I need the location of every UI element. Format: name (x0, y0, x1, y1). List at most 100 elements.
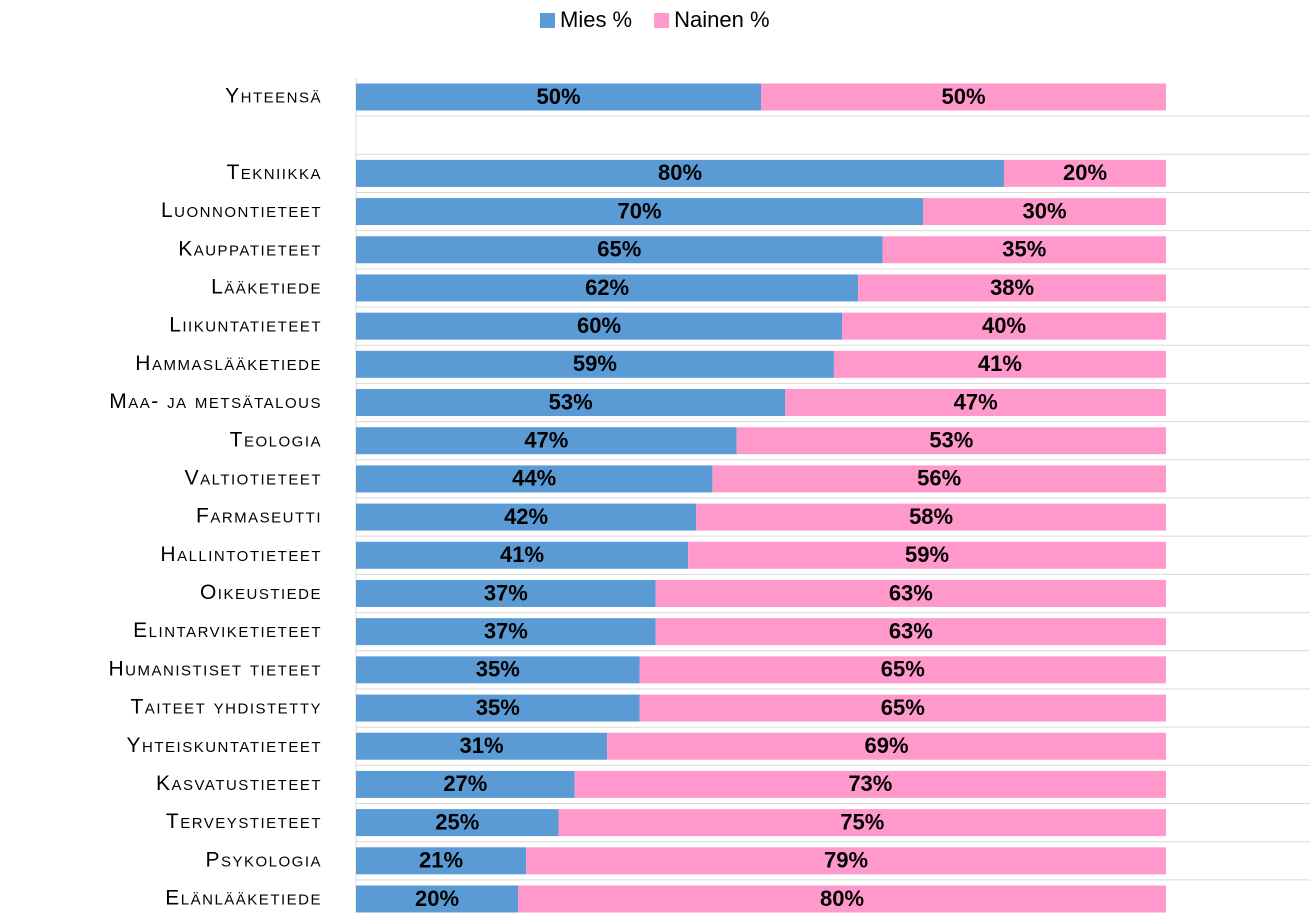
bar-segment (712, 465, 1166, 493)
category-label: Luonnontieteet (161, 199, 322, 222)
category-label: Terveystieteet (166, 810, 322, 833)
bar-segment (842, 312, 1166, 340)
bar-segment (356, 770, 575, 798)
data-label: 75% (840, 809, 884, 834)
data-label: 21% (419, 848, 463, 873)
data-label: 63% (889, 580, 933, 605)
bar-segment (736, 427, 1166, 455)
data-label: 79% (824, 848, 868, 873)
category-label: Hammaslääketiede (135, 352, 322, 375)
bar-segment (356, 83, 761, 111)
data-label: 73% (848, 771, 892, 796)
category-label: Liikuntatieteet (169, 314, 322, 337)
bar-segment (356, 389, 786, 417)
category-label: Yhteiskuntatieteet (127, 734, 322, 757)
bar-segment (639, 656, 1166, 684)
data-label: 50% (941, 84, 985, 109)
bar-segment (356, 236, 883, 264)
category-label: Psykologia (205, 848, 322, 871)
bar-segment (607, 732, 1166, 760)
bar-segment (696, 503, 1166, 531)
bar-segment (356, 159, 1004, 187)
category-label: Maa- ja metsätalous (109, 390, 322, 413)
bar-segment (356, 656, 640, 684)
data-label: 62% (585, 275, 629, 300)
data-label: 27% (443, 771, 487, 796)
data-label: 47% (954, 389, 998, 414)
category-label: Elintarviketieteet (133, 619, 322, 642)
data-label: 20% (415, 886, 459, 911)
legend-label: Nainen % (674, 7, 769, 32)
bar-segment (356, 885, 518, 913)
bar-segment (356, 350, 834, 378)
data-label: 69% (865, 733, 909, 758)
data-label: 35% (1002, 237, 1046, 262)
data-label: 44% (512, 466, 556, 491)
category-label: Kasvatustieteet (156, 772, 322, 795)
bar-segment (356, 198, 923, 226)
data-label: 58% (909, 504, 953, 529)
data-label: 59% (573, 351, 617, 376)
data-label: 60% (577, 313, 621, 338)
category-label: Taiteet yhdistetty (130, 696, 322, 719)
data-label: 37% (484, 580, 528, 605)
data-label: 47% (524, 428, 568, 453)
legend-swatch (654, 13, 670, 28)
bar-segment (356, 541, 689, 569)
data-label: 38% (990, 275, 1034, 300)
bar-segment (858, 274, 1166, 302)
bar-segment (518, 885, 1166, 913)
bar-segment (655, 579, 1166, 607)
bar-segment (1004, 159, 1166, 187)
data-label: 31% (460, 733, 504, 758)
data-label: 20% (1063, 160, 1107, 185)
bar-segment (356, 312, 842, 340)
data-label: 56% (917, 466, 961, 491)
bar-segment (833, 350, 1166, 378)
data-label: 35% (476, 657, 520, 682)
data-label: 41% (978, 351, 1022, 376)
data-label: 40% (982, 313, 1026, 338)
category-label: Humanistiset tieteet (108, 657, 322, 680)
category-label: Farmaseutti (196, 505, 322, 528)
data-label: 65% (597, 237, 641, 262)
bar-segment (639, 694, 1166, 722)
data-label: 30% (1022, 198, 1066, 223)
bar-segment (574, 770, 1166, 798)
bar-segment (356, 427, 737, 455)
data-label: 65% (881, 657, 925, 682)
data-label: 37% (484, 618, 528, 643)
category-label: Hallintotieteet (160, 543, 322, 566)
bar-segment (526, 847, 1166, 875)
bar-segment (688, 541, 1166, 569)
bar-segment (356, 579, 656, 607)
data-label: 65% (881, 695, 925, 720)
bar-segment (356, 847, 527, 875)
bar-segment (882, 236, 1166, 264)
category-label: Yhteensä (225, 85, 322, 108)
data-label: 70% (617, 198, 661, 223)
bar-segment (356, 809, 559, 837)
category-label: Elänlääketiede (165, 887, 322, 910)
category-label: Lääketiede (211, 275, 322, 298)
bar-segment (356, 503, 697, 531)
category-label: Oikeustiede (200, 581, 322, 604)
data-label: 53% (929, 428, 973, 453)
category-label: Teologia (230, 428, 322, 451)
data-label: 53% (549, 389, 593, 414)
category-label: Valtiotieteet (185, 466, 322, 489)
bar-segment (356, 274, 859, 302)
bar-segment (356, 732, 608, 760)
bar-segment (558, 809, 1166, 837)
data-label: 35% (476, 695, 520, 720)
legend-label: Mies % (560, 7, 632, 32)
bar-segment (655, 618, 1166, 646)
data-label: 41% (500, 542, 544, 567)
data-label: 59% (905, 542, 949, 567)
bar-segment (356, 618, 656, 646)
data-label: 63% (889, 618, 933, 643)
data-label: 80% (658, 160, 702, 185)
bar-segment (356, 694, 640, 722)
category-label: Tekniikka (226, 161, 322, 184)
